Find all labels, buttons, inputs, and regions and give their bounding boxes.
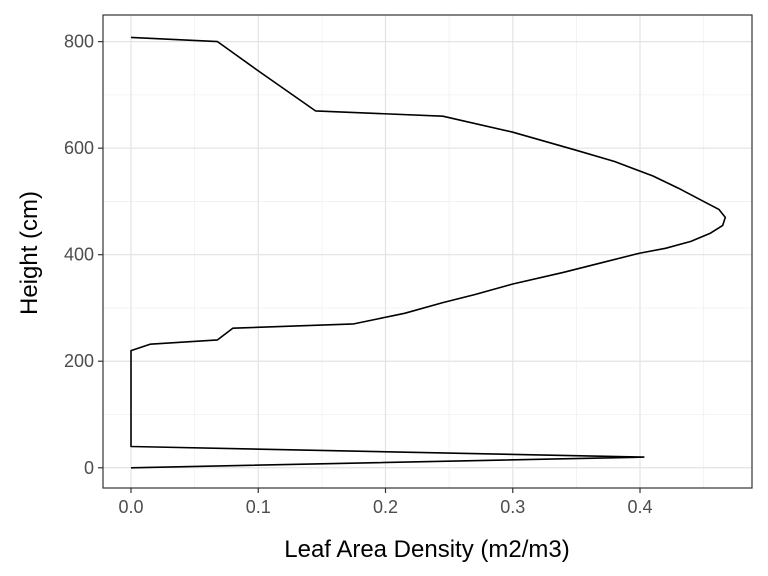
x-tick-label: 0.4 bbox=[628, 497, 653, 517]
y-tick-label: 600 bbox=[64, 138, 94, 158]
minor-grid bbox=[103, 15, 752, 488]
panel-border bbox=[102, 14, 753, 489]
x-tick-label: 0.0 bbox=[118, 497, 143, 517]
y-axis-title: Height (cm) bbox=[16, 191, 43, 315]
series-line bbox=[130, 36, 727, 469]
y-tick-label: 0 bbox=[84, 458, 94, 478]
y-tick-label: 800 bbox=[64, 32, 94, 52]
x-tick-label: 0.1 bbox=[246, 497, 271, 517]
x-axis-title: Leaf Area Density (m2/m3) bbox=[284, 536, 569, 563]
y-tick-label: 200 bbox=[64, 351, 94, 371]
y-axis-ticks: 0 200 400 600 800 bbox=[64, 32, 103, 478]
x-axis-ticks: 0.0 0.1 0.2 0.3 0.4 bbox=[118, 488, 653, 517]
x-tick-label: 0.3 bbox=[500, 497, 525, 517]
series-layer bbox=[130, 36, 727, 469]
y-tick-label: 400 bbox=[64, 245, 94, 265]
x-tick-label: 0.2 bbox=[373, 497, 398, 517]
